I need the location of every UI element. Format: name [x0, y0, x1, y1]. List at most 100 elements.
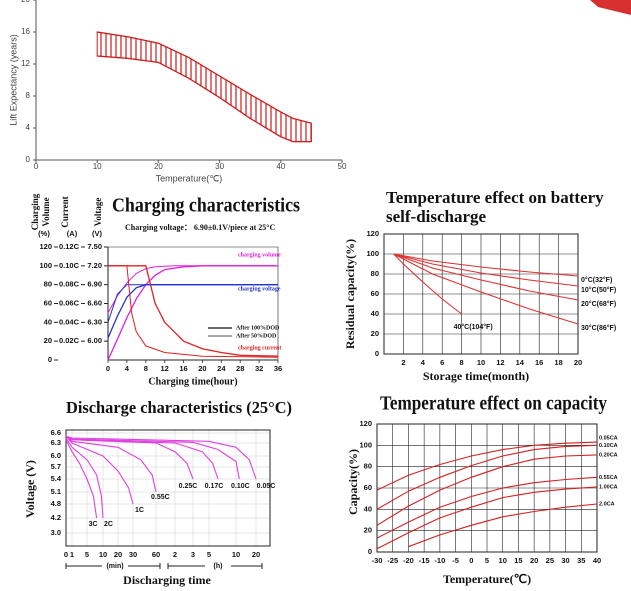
y-tick-label: 40 [44, 317, 52, 326]
series-line [65, 435, 240, 480]
y-tick-label: 0 [26, 155, 31, 164]
unit-bracket [65, 563, 161, 569]
x-tick-label: 10 [477, 358, 485, 367]
y-tick-label: 20 [44, 336, 52, 345]
x-tick-label: 8 [144, 364, 148, 373]
y-tick-label: 0.06C [59, 298, 80, 307]
series-line [393, 253, 462, 315]
axis-title: Current [60, 196, 70, 227]
series-label: 10°C(50°F) [581, 286, 616, 294]
y-tick-label: 100 [366, 249, 379, 258]
y-tick-label: 20 [371, 329, 379, 338]
x-tick-label: 10 [93, 162, 102, 171]
y-tick-label: 6.0 [51, 451, 61, 460]
y-tick-label: 40 [371, 309, 379, 318]
series-line [393, 253, 579, 277]
x-tick-label: 16 [535, 358, 543, 367]
y-axis-label: Residual capacity(%) [343, 239, 357, 349]
x-tick-label: 30 [561, 556, 569, 565]
y-tick-label: 0.02C [59, 336, 80, 345]
series-line [65, 439, 98, 519]
x-tick-label: 25 [546, 556, 554, 565]
x-tick-label: -10 [434, 556, 445, 565]
y-tick-label: 120 [39, 242, 52, 251]
axis-title: Charging [30, 193, 40, 230]
x-axis-label: Temperature(℃) [156, 173, 223, 183]
axis-title: Voltage [93, 198, 103, 227]
x-axis-label: Discharging time [123, 573, 211, 587]
x-tick-label: 10 [499, 556, 507, 565]
series-line [108, 265, 279, 358]
y-tick-label: 4.8 [51, 499, 61, 508]
y-tick-label: 100 [39, 261, 52, 270]
legend-label: charging volume [238, 252, 281, 258]
axis-title: Volume [41, 197, 51, 226]
series-line [65, 435, 134, 505]
x-tick-label: 40 [593, 556, 601, 565]
y-tick-label: 6.30 [87, 317, 102, 326]
series-label: 0.20CA [599, 452, 618, 458]
x-axis-label: Charging time(hour) [148, 376, 237, 387]
x-tick-label: 20 [574, 358, 582, 367]
y-tick-label: 60 [364, 483, 372, 492]
x-axis-label: Temperature(℃) [443, 572, 531, 586]
y-tick-label: 60 [44, 298, 52, 307]
x-tick-label: 30 [129, 550, 137, 559]
legend-label: charging current [238, 345, 281, 351]
plot-frame [383, 233, 579, 355]
series-label: 20°C(68°F) [581, 300, 616, 308]
y-tick-label: 0 [368, 547, 372, 556]
y-tick-label: 4.2 [51, 513, 61, 522]
y-tick-label: 0.04C [59, 317, 80, 326]
series-label: 30°C(86°F) [581, 324, 616, 332]
x-tick-label: 12 [496, 358, 504, 367]
series-line [393, 253, 579, 301]
series-label: 2.0CA [599, 501, 615, 507]
y-tick-label: 8 [26, 91, 31, 100]
series-label: 0.05C [257, 483, 276, 490]
y-tick-label: 6.60 [87, 298, 102, 307]
x-tick-label: 0 [64, 550, 68, 559]
series-label: 0.55C [151, 494, 170, 501]
plot-frame [376, 423, 598, 553]
series-line [376, 441, 598, 491]
unit-bracket [167, 563, 263, 569]
x-tick-label: 14 [516, 358, 525, 367]
axis-unit: (A) [67, 229, 78, 238]
y-axis-label: Lift Expectancy (years) [8, 34, 18, 126]
x-tick-label: 4 [125, 364, 130, 373]
x-tick-label: 2 [173, 550, 177, 559]
legend-label: After 50%DOD [236, 333, 277, 339]
y-tick-label: 0.12C [59, 242, 80, 251]
x-tick-label: 15 [514, 556, 522, 565]
x-tick-label: 0 [106, 364, 110, 373]
x-tick-label: 40 [276, 162, 285, 171]
band-hatch [96, 31, 312, 143]
x-unit-label: (h) [214, 563, 223, 570]
x-tick-label: 12 [160, 364, 168, 373]
y-tick-label: 40 [364, 504, 372, 513]
x-tick-label: 10 [99, 550, 107, 559]
x-tick-label: 20 [252, 550, 260, 559]
y-tick-label: 0.08C [59, 280, 80, 289]
legend-label: charging voltage [238, 286, 281, 292]
x-tick-label: -15 [419, 556, 430, 565]
y-tick-label: 5.4 [51, 474, 62, 483]
y-tick-label: 6.6 [51, 428, 61, 437]
y-tick-label: 7.20 [87, 261, 102, 270]
y-tick-label: 7.50 [87, 242, 102, 251]
series-line [65, 437, 104, 519]
axis-unit: (V) [92, 229, 103, 238]
x-tick-label: 16 [179, 364, 187, 373]
x-tick-label: -5 [452, 556, 459, 565]
x-tick-label: 20 [114, 550, 122, 559]
y-tick-label: 0.10C [59, 261, 80, 270]
chart-title: Temperature effect on capacity [380, 393, 607, 415]
x-tick-label: 0 [469, 556, 473, 565]
series-line [108, 265, 279, 357]
series-line [393, 253, 579, 287]
chart-title: self-discharge [386, 207, 487, 226]
x-tick-label: 4 [421, 358, 426, 367]
series-line [65, 435, 157, 493]
